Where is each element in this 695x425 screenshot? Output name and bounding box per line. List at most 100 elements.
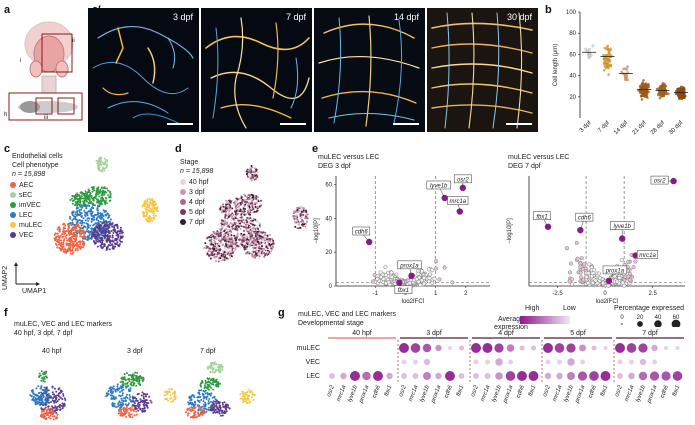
umap-point <box>225 222 228 225</box>
umap-point <box>62 250 65 253</box>
umap-point <box>250 250 253 253</box>
umap-point <box>234 247 237 250</box>
umap-point <box>74 203 77 206</box>
umap-point <box>91 227 94 230</box>
umap-point <box>201 413 204 416</box>
umap-point <box>251 194 254 197</box>
umap-point <box>255 201 258 204</box>
umap-point <box>147 220 150 223</box>
expression-dot <box>473 359 479 365</box>
gene-tick-label: osr2 <box>542 384 552 398</box>
umap-point <box>98 216 101 219</box>
umap-point <box>299 212 302 215</box>
expression-dot <box>675 345 680 351</box>
umap-point <box>256 171 259 174</box>
panel-a-label-ii: ii <box>72 38 75 44</box>
umap-point <box>238 225 241 228</box>
gene-point <box>631 265 636 270</box>
panel-a-label-iii: iii <box>44 115 48 121</box>
umap-point <box>112 387 115 390</box>
umap-point <box>40 379 43 382</box>
umap-point <box>258 222 261 225</box>
umap-point <box>271 238 274 241</box>
umap-point <box>57 236 60 239</box>
umap-point <box>306 220 309 223</box>
umap-point <box>146 198 149 201</box>
umap-point <box>76 249 79 252</box>
umap-point <box>56 408 59 411</box>
umap-point <box>260 235 263 238</box>
umap-point <box>216 230 219 233</box>
x-tick-label: 28 dpf <box>650 120 666 136</box>
umap-point <box>43 386 46 389</box>
umap-point <box>47 396 50 399</box>
umap-point <box>128 380 131 383</box>
umap-point <box>94 235 97 238</box>
gene-point <box>432 276 437 281</box>
umap-point <box>208 236 211 239</box>
umap-point <box>135 384 138 387</box>
umap-point <box>73 215 76 218</box>
umap-point <box>228 256 231 259</box>
umap-point <box>57 243 60 246</box>
umap-point <box>73 243 76 246</box>
umap-point <box>172 400 175 403</box>
umap-point <box>229 249 232 252</box>
umap-point <box>214 252 217 255</box>
umap-point <box>215 399 218 402</box>
umap-point <box>230 255 233 258</box>
umap-point <box>217 384 220 387</box>
umap-point <box>246 168 249 171</box>
data-point <box>626 78 629 82</box>
umap-point <box>214 369 217 372</box>
umap-point <box>87 188 90 191</box>
umap-point <box>101 222 104 225</box>
umap-point <box>236 234 239 237</box>
umap-point <box>260 245 263 248</box>
umap-point <box>43 378 46 381</box>
umap-point <box>121 392 124 395</box>
x-axis-label: log2[FC] <box>402 299 425 303</box>
umap-point <box>138 404 141 407</box>
umap-point <box>140 400 143 403</box>
umap-point <box>43 380 46 383</box>
umap-point <box>47 416 50 419</box>
umap-point <box>110 388 113 391</box>
umap-point <box>219 232 222 235</box>
umap-point <box>209 257 212 260</box>
umap-point <box>95 238 98 241</box>
umap-point <box>270 247 273 250</box>
umap-point <box>214 411 217 414</box>
umap-point <box>213 249 216 252</box>
umap-point <box>195 416 198 419</box>
expression-dot <box>638 343 648 353</box>
umap-point <box>56 246 59 249</box>
highlight-gene-point <box>619 235 626 242</box>
umap-point <box>264 249 267 252</box>
umap-point <box>295 215 298 218</box>
scale-bar <box>280 123 306 125</box>
umap-axis-y: UMAP2 <box>2 265 9 290</box>
umap-point <box>59 389 62 392</box>
umap-point <box>246 216 249 219</box>
gene-point <box>601 281 606 286</box>
gene-label-box <box>394 285 413 294</box>
umap-point <box>228 242 231 245</box>
expression-dot <box>591 345 597 351</box>
expression-dot <box>578 344 587 352</box>
umap-point <box>110 243 113 246</box>
umap-point <box>249 176 252 179</box>
gene-label-box <box>453 174 472 184</box>
data-point <box>602 53 605 57</box>
umap-point <box>210 386 213 389</box>
umap-point <box>217 368 220 371</box>
umap-point <box>47 392 50 395</box>
umap-point <box>41 413 44 416</box>
umap-point <box>70 228 73 231</box>
umap-point <box>86 236 89 239</box>
data-point <box>679 94 683 97</box>
umap-point <box>213 256 216 259</box>
umap-point <box>96 216 99 219</box>
low-label: Low <box>563 305 576 312</box>
